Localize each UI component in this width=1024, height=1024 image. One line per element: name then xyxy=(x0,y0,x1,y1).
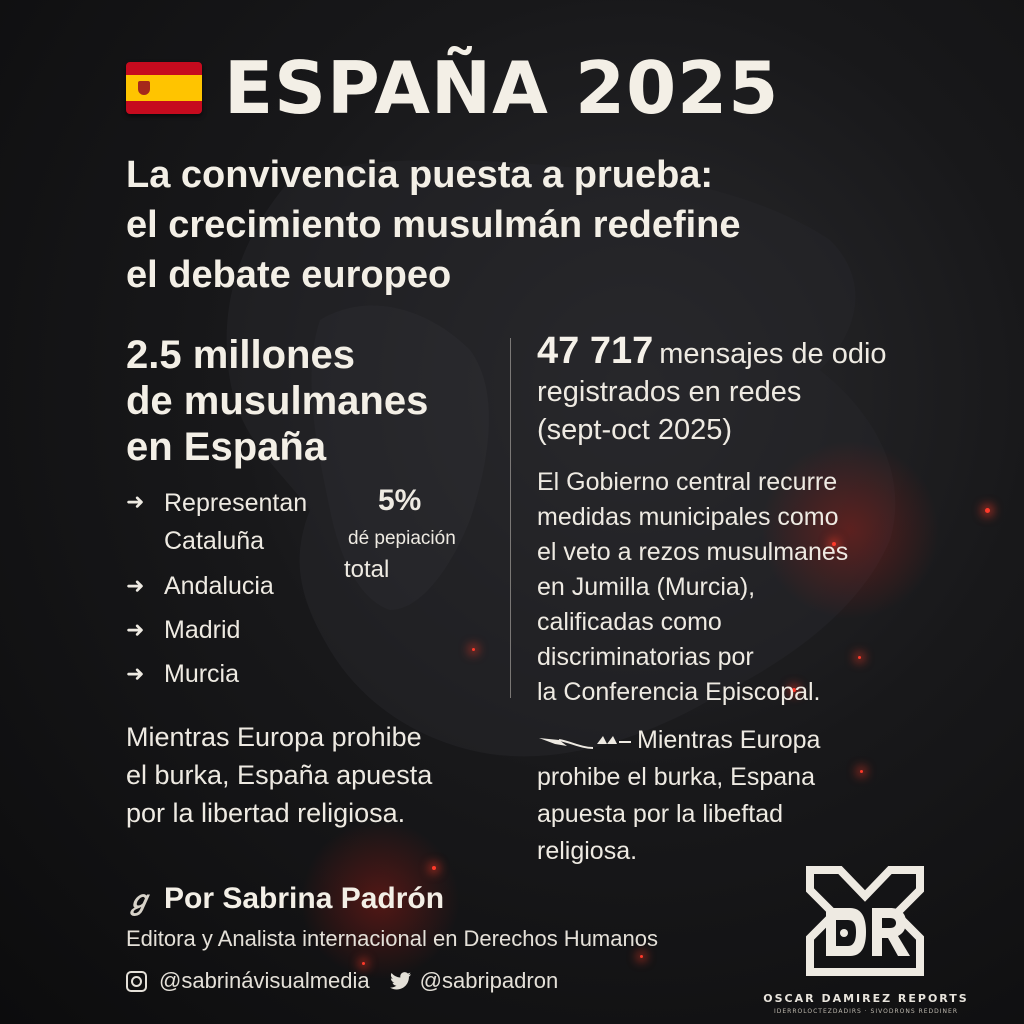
percentage-label: dé pepiación xyxy=(348,528,456,549)
instagram-icon xyxy=(126,970,147,992)
stat-line: en España xyxy=(126,425,327,469)
region-label: Andalucia xyxy=(164,572,274,600)
list-item: ➜ Madrid xyxy=(126,612,336,648)
title-row: ESPAÑA 2025 xyxy=(126,52,779,124)
percentage-label-total: total xyxy=(344,556,390,583)
instagram-link[interactable]: @sabrinávisualmedia xyxy=(126,968,370,994)
ember-spark xyxy=(472,648,475,651)
gov-line: en Jumilla (Murcia), xyxy=(537,573,756,601)
list-item: ➜ Murcia xyxy=(126,656,336,692)
author-role: Editora y Analista internacional en Dere… xyxy=(126,926,658,951)
hate-line: (sept-oct 2025) xyxy=(537,414,733,446)
twitter-link[interactable]: @sabripadron xyxy=(389,968,559,994)
hate-line: mensajes de odio xyxy=(659,338,887,370)
subtitle-line: el crecimiento musulmán redefine xyxy=(126,204,741,246)
ember-spark xyxy=(985,508,990,513)
government-text: El Gobierno central recurre medidas muni… xyxy=(537,465,977,710)
subtitle: La convivencia puesta a prueba: el creci… xyxy=(126,150,846,300)
subtitle-line: el debate europeo xyxy=(126,254,452,296)
ember-spark xyxy=(832,542,836,546)
ember-glow xyxy=(300,820,460,980)
social-handles: @sabrinávisualmedia @sabripadron xyxy=(126,968,578,994)
percentage-value: 5% xyxy=(378,484,422,517)
list-item: ➜ Andalucia xyxy=(126,568,336,604)
gov-line: El Gobierno central recurre xyxy=(537,468,838,496)
list-item: ➜ Representan Cataluña xyxy=(126,484,336,560)
hate-messages-count: 47 717 xyxy=(537,330,654,372)
region-label: Cataluña xyxy=(164,527,265,555)
dr-monogram-logo xyxy=(806,866,924,976)
signature-icon: ℊ xyxy=(126,886,153,916)
arrow-right-icon: ➜ xyxy=(126,489,145,514)
closing-line: por la libertad religiosa. xyxy=(126,798,406,828)
twitter-handle: @sabripadron xyxy=(419,968,559,993)
arrow-right-icon: ➜ xyxy=(126,573,145,598)
iberia-map-silhouette xyxy=(226,160,896,757)
region-label: Madrid xyxy=(164,616,241,644)
region-label: Murcia xyxy=(164,660,240,688)
closing-line: el burka, España apuesta xyxy=(126,760,433,790)
brand-tagline: IDERROLOCTEZDADIRS · SIVODRONS REDDINER xyxy=(774,1008,958,1015)
left-closing-text: Mientras Europa prohibe el burka, España… xyxy=(126,718,506,832)
hate-messages-stat: 47 717 mensajes de odio registrados en re… xyxy=(537,332,977,449)
muslim-population-stat: 2.5 millones de musulmanes en España xyxy=(126,332,496,470)
closing-line: apuesta por la libeftad xyxy=(537,800,784,828)
closing-line: Mientras Europa xyxy=(637,726,821,754)
ember-spark xyxy=(432,866,436,870)
ember-spark xyxy=(860,770,863,773)
author-name: Por Sabrina Padrón xyxy=(164,881,445,915)
arrow-right-icon: ➜ xyxy=(126,661,145,686)
gov-line: medidas municipales como xyxy=(537,503,839,531)
column-divider xyxy=(510,338,511,698)
region-label: Representan xyxy=(164,489,308,517)
bird-flourish-icon xyxy=(539,736,631,750)
arrow-right-icon: ➜ xyxy=(126,617,145,642)
closing-line: Mientras Europa prohibe xyxy=(126,722,422,752)
hate-line: registrados en redes xyxy=(537,376,802,408)
page-title: ESPAÑA 2025 xyxy=(224,46,780,130)
instagram-handle: @sabrinávisualmedia xyxy=(159,968,370,993)
twitter-icon xyxy=(389,972,411,990)
author-byline: ℊ Por Sabrina Padrón xyxy=(126,880,444,917)
gov-line: discriminatorias por xyxy=(537,643,754,671)
brand-name: OSCAR DAMIREZ REPORTS xyxy=(763,992,969,1005)
region-list: ➜ Representan Cataluña ➜ Andalucia ➜ Mad… xyxy=(126,484,336,700)
gov-line: la Conferencia Episcopal. xyxy=(537,678,821,706)
stat-line: de musulmanes xyxy=(126,379,429,423)
ember-spark xyxy=(640,955,643,958)
left-column: 2.5 millones de musulmanes en España ➜ R… xyxy=(126,332,496,688)
ember-spark xyxy=(362,962,365,965)
gov-line: calificadas como xyxy=(537,608,722,636)
spain-flag-icon xyxy=(126,62,202,114)
right-column: 47 717 mensajes de odio registrados en re… xyxy=(537,332,977,710)
stat-line: 2.5 millones xyxy=(126,333,355,377)
ember-glow xyxy=(760,440,940,620)
closing-line: religiosa. xyxy=(537,837,638,865)
ember-spark xyxy=(858,656,861,659)
ember-spark xyxy=(792,688,796,692)
gov-line: el veto a rezos musulmanes xyxy=(537,538,849,566)
right-closing-text: Mientras Europa prohibe el burka, Espana… xyxy=(537,722,957,870)
closing-line: prohibe el burka, Espana xyxy=(537,763,815,791)
percentage-callout: 5% dé pepiación total xyxy=(344,484,474,584)
subtitle-line: La convivencia puesta a prueba: xyxy=(126,154,714,196)
